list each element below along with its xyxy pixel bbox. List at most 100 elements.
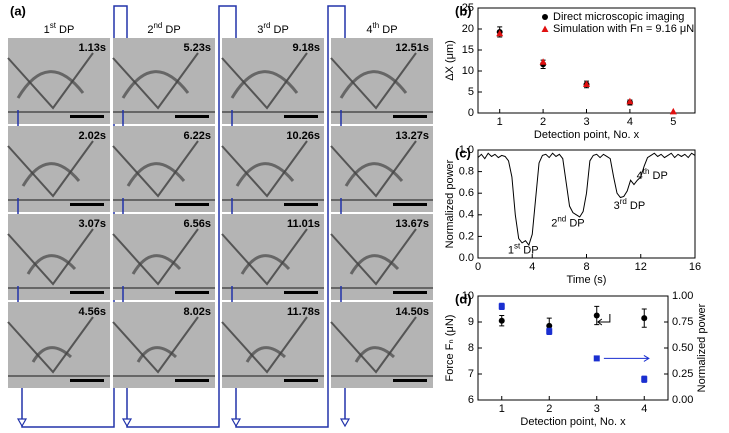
worm [31, 346, 73, 363]
scale-bar [284, 115, 318, 118]
channel [7, 316, 94, 374]
plot-frame [477, 149, 696, 259]
scale-bar [175, 291, 209, 294]
text-base: 4 [366, 24, 372, 36]
scale-bar [175, 203, 209, 206]
marker [641, 376, 648, 383]
y-tick-label: 25 [462, 2, 474, 14]
channel [330, 228, 417, 286]
channel [7, 52, 94, 110]
x-axis-label: Detection point, No. x [534, 129, 640, 141]
text-base: 2 [551, 217, 557, 229]
time-label: 11.78s [287, 306, 320, 318]
y2-tick-label: 0.50 [672, 342, 693, 354]
y2-tick-label: 0.25 [672, 368, 693, 380]
column-title: 2nd DP [147, 21, 180, 36]
micrograph [8, 38, 110, 124]
channel [112, 316, 199, 374]
worm [240, 254, 291, 275]
scale-bar [70, 379, 104, 382]
y-tick-label: 8 [468, 342, 474, 354]
text-rest: DP [379, 24, 397, 36]
x-tick-label: 16 [689, 261, 701, 273]
scale-bar [175, 379, 209, 382]
annotation: 3rd DP [614, 197, 646, 212]
worm [230, 70, 299, 99]
channel [330, 140, 417, 198]
y-tick-label: 1.0 [459, 144, 474, 156]
y-tick-label: 20 [462, 23, 474, 35]
marker [593, 312, 600, 319]
y2-tick-label: 1.00 [672, 290, 693, 302]
arrow-head [339, 418, 351, 428]
micrograph [331, 302, 433, 388]
marker [641, 315, 648, 322]
x-tick-label: 8 [583, 261, 589, 273]
text-base: 1 [44, 24, 50, 36]
x-tick-label: 12 [635, 261, 647, 273]
text-rest: DP [270, 24, 288, 36]
text-rest: DP [627, 200, 645, 212]
text-sup: st [514, 241, 521, 250]
micrograph [113, 302, 215, 388]
marker [546, 328, 553, 335]
annotation: 4th DP [637, 167, 668, 182]
time-label: 1.13s [78, 42, 106, 54]
text-sup: st [50, 21, 57, 30]
annotation: 1st DP [508, 241, 539, 256]
y-axis-label: ΔX (μm) [444, 40, 456, 81]
text-rest: DP [520, 244, 538, 256]
y-tick-label: 15 [462, 44, 474, 56]
scale-bar [284, 291, 318, 294]
channel [112, 228, 199, 286]
x-tick-label: 0 [475, 261, 481, 273]
time-label: 13.27s [395, 130, 429, 142]
scale-bar [393, 291, 427, 294]
power-trace [477, 152, 696, 247]
time-label: 12.51s [395, 42, 429, 54]
y-tick-label: 0.0 [459, 252, 474, 264]
marker [496, 29, 504, 37]
marker [669, 107, 677, 115]
worm [235, 162, 295, 187]
x-tick-label: 2 [540, 116, 546, 128]
time-label: 6.56s [183, 218, 211, 230]
text-base: 4 [637, 170, 643, 182]
time-label: 2.02s [78, 130, 106, 142]
scale-bar [70, 203, 104, 206]
time-label: 14.50s [395, 306, 429, 318]
y-tick-label: 6 [468, 394, 474, 406]
x-tick-label: 4 [529, 261, 535, 273]
y-tick-label: 0.8 [459, 166, 474, 178]
marker [542, 14, 548, 20]
panel-label: (c) [455, 145, 471, 160]
scale-bar [284, 203, 318, 206]
panel-label: (d) [455, 291, 472, 306]
time-label: 6.22s [183, 130, 211, 142]
y-tick-label: 0 [468, 107, 474, 119]
scale-bar [175, 115, 209, 118]
worm [136, 346, 178, 363]
y-tick-label: 0.4 [459, 209, 474, 221]
y-tick-label: 10 [462, 290, 474, 302]
micrograph [113, 38, 215, 124]
scale-bar [284, 379, 318, 382]
x-tick-label: 2 [546, 403, 552, 415]
text-sup: th [643, 167, 650, 176]
x-axis-label: Detection point, No. x [520, 416, 626, 428]
y-tick-label: 7 [468, 368, 474, 380]
worm [131, 254, 182, 275]
worm [21, 162, 81, 187]
x-tick-label: 4 [627, 116, 633, 128]
x-tick-label: 1 [497, 116, 503, 128]
y2-tick-label: 0.75 [672, 316, 693, 328]
text-sup: nd [557, 214, 566, 223]
channel [221, 52, 308, 110]
channel [7, 228, 94, 286]
plot-frame [477, 295, 669, 401]
time-label: 11.01s [287, 218, 320, 230]
axis-arrow [603, 354, 650, 362]
worm [339, 70, 408, 99]
scale-bar [393, 379, 427, 382]
